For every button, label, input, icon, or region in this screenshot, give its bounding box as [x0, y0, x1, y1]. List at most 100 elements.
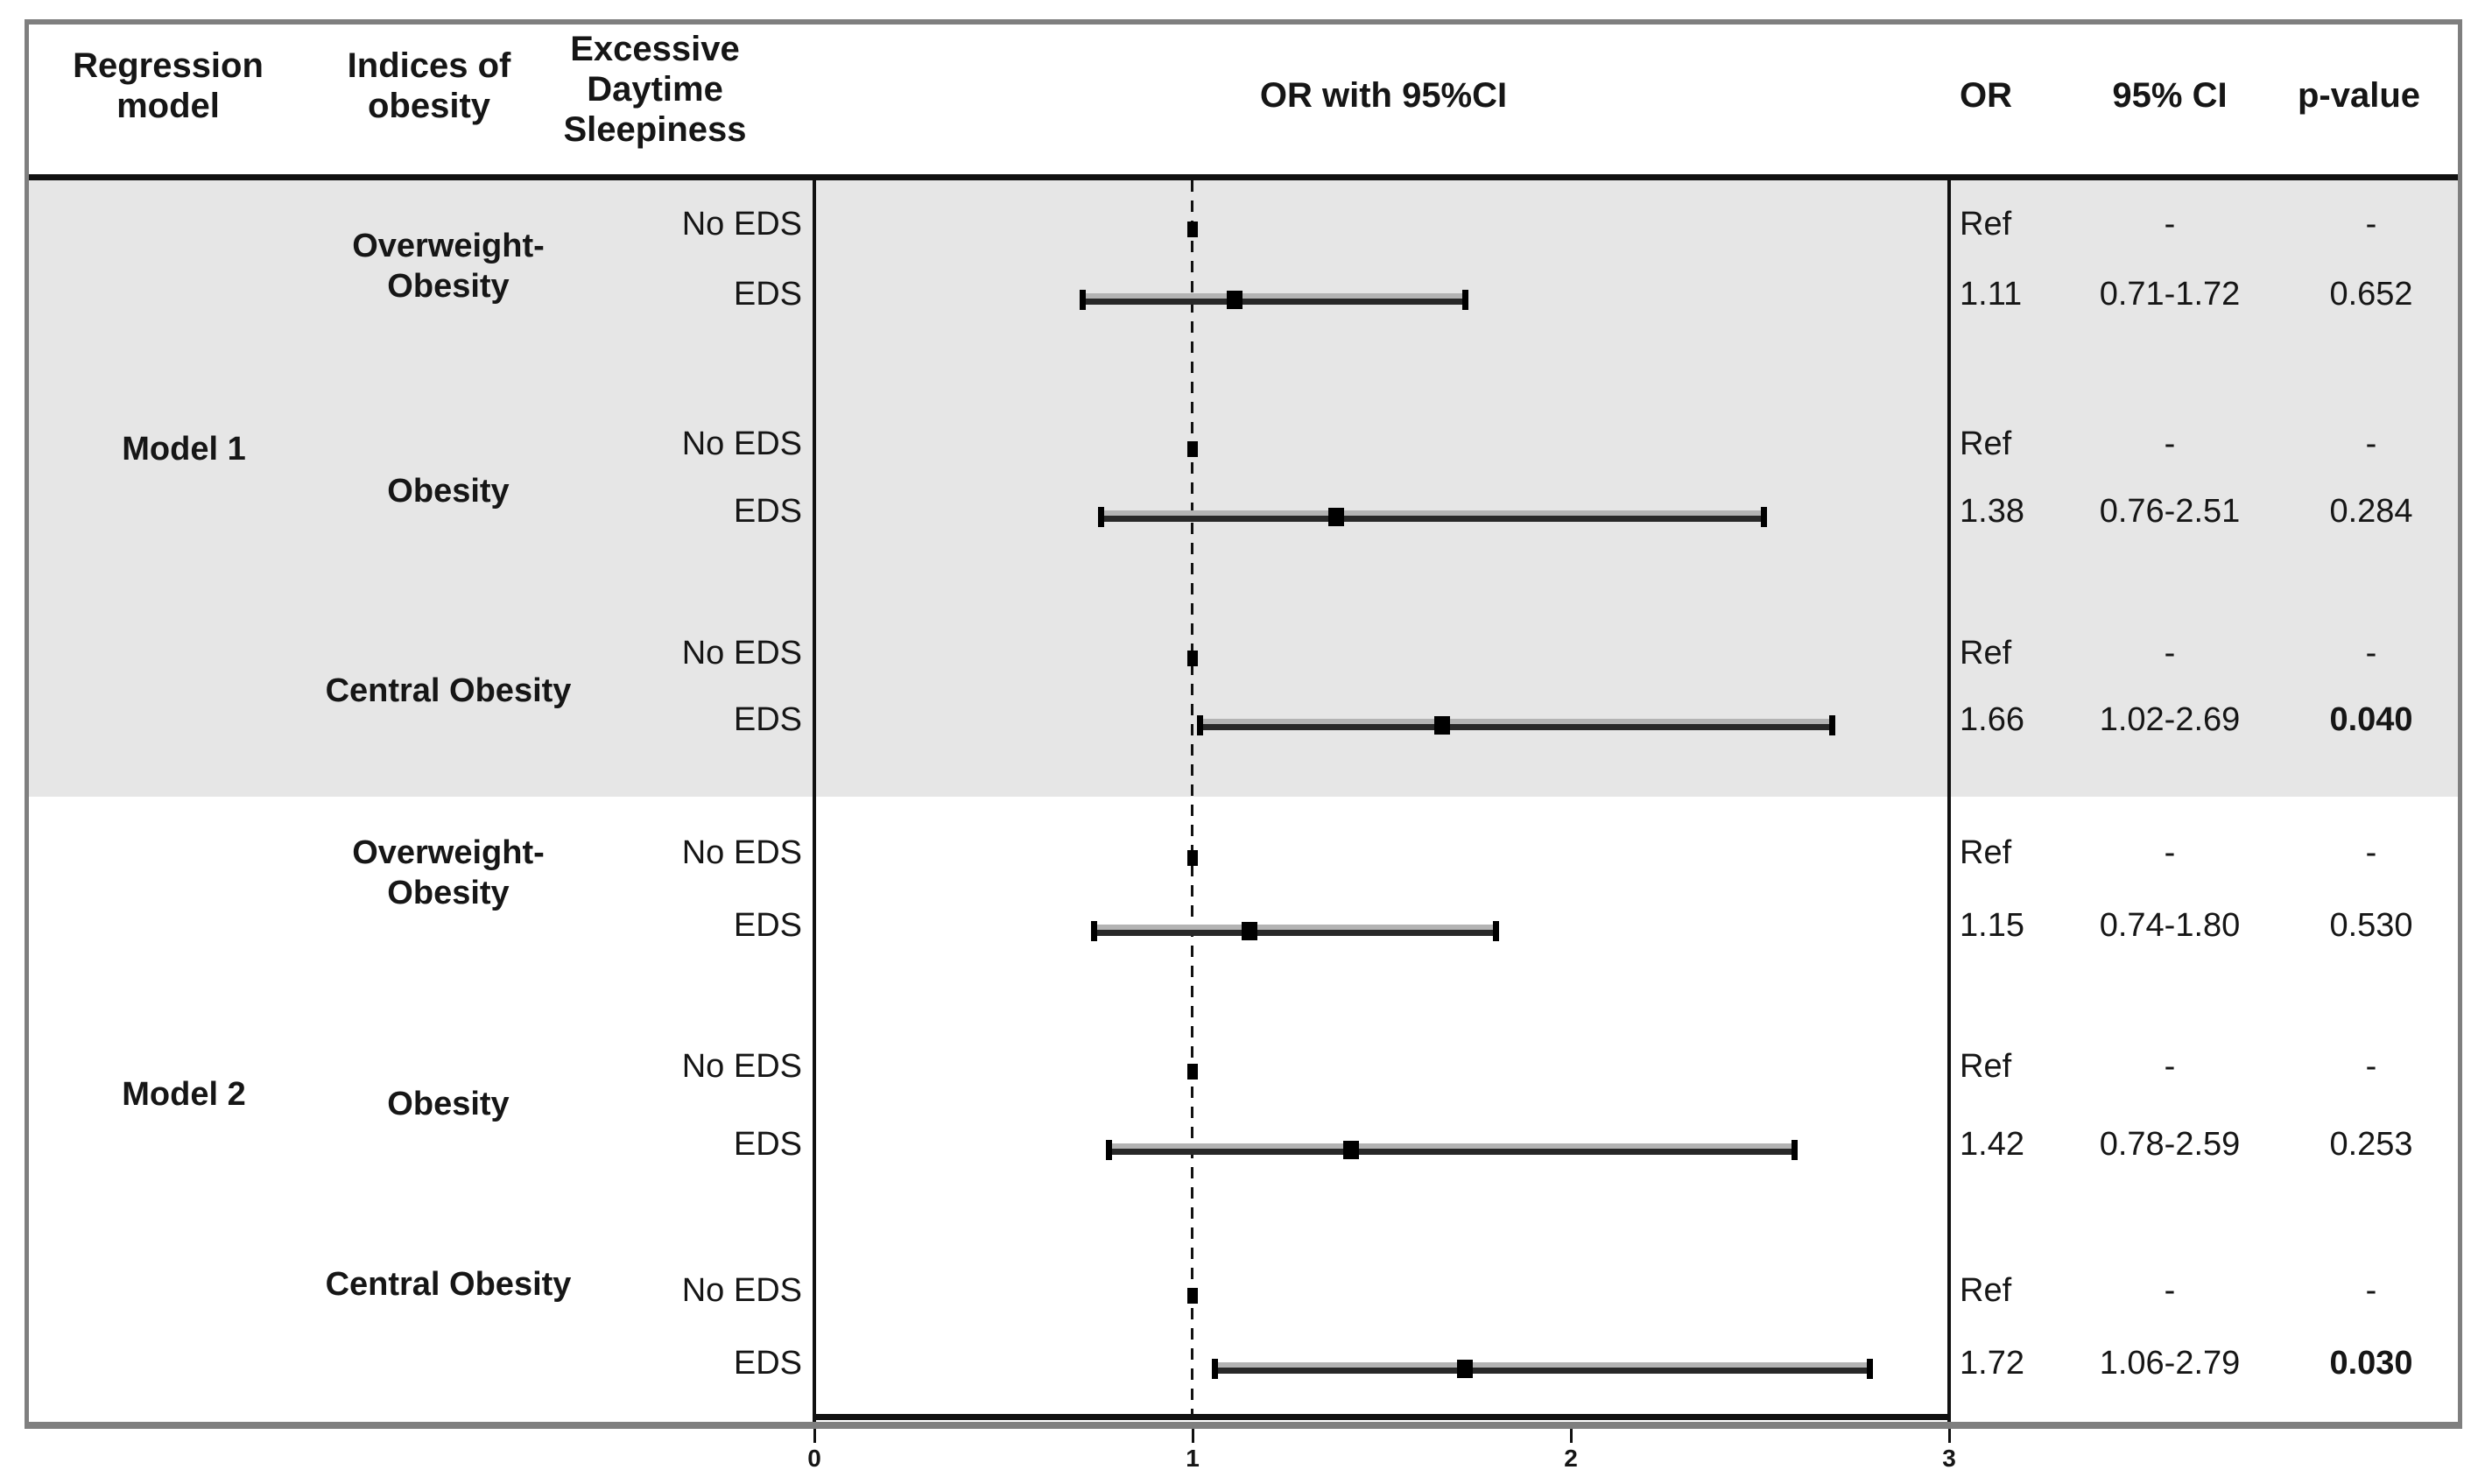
header-regression-model: Regression model	[37, 46, 299, 126]
obesity-group-label: Obesity	[387, 268, 510, 305]
header-or: OR	[1960, 76, 2012, 115]
figure-border-bottom	[25, 1422, 2462, 1429]
eds-row-label: No EDS	[681, 1048, 802, 1085]
ci-cap-right	[1791, 1140, 1798, 1160]
stat-ci-value: -	[2164, 1048, 2176, 1085]
header-or-with-ci: OR with 95%CI	[1259, 76, 1508, 115]
eds-row-label: No EDS	[681, 1272, 802, 1309]
or-point-marker	[1328, 508, 1345, 526]
model1-shaded-band	[29, 180, 2458, 797]
ci-cap-left	[1079, 290, 1086, 310]
eds-row-label: EDS	[733, 1345, 802, 1382]
stat-or-value: Ref	[1960, 206, 2012, 243]
header-indices-line1: Indices of	[347, 46, 511, 85]
plot-right-divider	[1947, 180, 1951, 1422]
figure-border-right	[2458, 19, 2462, 1429]
x-axis-tick-label: 1	[1186, 1445, 1200, 1472]
x-axis-tick-label: 2	[1564, 1445, 1578, 1472]
or-point-marker	[1457, 1360, 1474, 1378]
stat-p-value: -	[2365, 1272, 2377, 1309]
or-point-marker	[1226, 291, 1242, 309]
stat-p-value: -	[2365, 635, 2377, 672]
x-axis-tick	[1192, 1429, 1194, 1443]
stat-ci-value: -	[2164, 1272, 2176, 1309]
header-indices-of-obesity: Indices of obesity	[298, 46, 560, 126]
stat-ci-value: 0.71-1.72	[2099, 276, 2241, 313]
ci-bar-dark	[1214, 1368, 1870, 1374]
stat-p-value: -	[2365, 426, 2377, 462]
eds-row-label: EDS	[733, 701, 802, 738]
obesity-group-label: Obesity	[387, 473, 510, 510]
stat-ci-value: 1.02-2.69	[2099, 701, 2241, 738]
header-regression-model-line2: model	[116, 87, 220, 125]
or-point-marker	[1241, 922, 1257, 940]
figure-border-top	[25, 19, 2462, 25]
ci-cap-left	[1196, 715, 1203, 735]
ci-bar-dark	[1094, 930, 1496, 936]
stat-or-value: Ref	[1960, 834, 2012, 871]
obesity-group-label: Central Obesity	[325, 1266, 572, 1303]
model-label: Model 1	[122, 431, 246, 468]
model-label: Model 2	[122, 1076, 246, 1113]
stat-ci-value: 1.06-2.79	[2099, 1345, 2241, 1382]
x-axis-line	[814, 1414, 1951, 1420]
x-axis-tick	[1948, 1429, 1951, 1443]
ci-cap-right	[1867, 1359, 1874, 1379]
ci-bar-dark	[1109, 1149, 1794, 1155]
header-eds-line2: Daytime	[587, 70, 723, 109]
ci-cap-left	[1211, 1359, 1218, 1379]
reference-point-marker	[1187, 441, 1198, 457]
stat-p-value: 0.030	[2329, 1345, 2413, 1382]
obesity-group-label: Overweight-	[352, 228, 545, 264]
obesity-group-label: Obesity	[387, 875, 510, 911]
stat-p-value: 0.284	[2329, 493, 2413, 530]
or-point-marker	[1343, 1141, 1360, 1159]
ci-cap-right	[1462, 290, 1469, 310]
stat-or-value: 1.38	[1960, 493, 2024, 530]
ci-cap-left	[1098, 507, 1105, 527]
ci-cap-left	[1090, 921, 1097, 941]
ci-cap-left	[1105, 1140, 1112, 1160]
stat-ci-value: -	[2164, 206, 2176, 243]
stat-ci-value: 0.74-1.80	[2099, 907, 2241, 944]
ci-cap-right	[1829, 715, 1836, 735]
header-p-value: p-value	[2297, 76, 2421, 115]
x-axis-tick	[813, 1429, 816, 1443]
stat-ci-value: 0.78-2.59	[2099, 1126, 2241, 1163]
stat-or-value: 1.66	[1960, 701, 2024, 738]
ci-cap-right	[1761, 507, 1768, 527]
obesity-group-label: Obesity	[387, 1086, 510, 1122]
x-axis-tick-label: 3	[1942, 1445, 1956, 1472]
or-point-marker	[1434, 716, 1451, 735]
eds-row-label: EDS	[733, 493, 802, 530]
header-regression-model-line1: Regression	[73, 46, 264, 85]
stat-p-value: 0.040	[2329, 701, 2413, 738]
reference-line-dashed	[1191, 180, 1193, 1417]
ci-bar-dark	[1082, 299, 1466, 305]
ci-cap-right	[1492, 921, 1499, 941]
obesity-group-label: Central Obesity	[325, 672, 572, 709]
stat-ci-value: -	[2164, 426, 2176, 462]
plot-left-divider	[813, 180, 816, 1422]
stat-p-value: -	[2365, 1048, 2377, 1085]
header-eds: Excessive Daytime Sleepiness	[524, 29, 786, 150]
stat-or-value: 1.15	[1960, 907, 2024, 944]
eds-row-label: EDS	[733, 907, 802, 944]
reference-point-marker	[1187, 850, 1198, 866]
obesity-group-label: Overweight-	[352, 834, 545, 871]
header-indices-line2: obesity	[367, 87, 491, 125]
x-axis-tick	[1570, 1429, 1573, 1443]
eds-row-label: EDS	[733, 276, 802, 313]
stat-p-value: -	[2365, 834, 2377, 871]
reference-point-marker	[1187, 651, 1198, 666]
stat-or-value: Ref	[1960, 426, 2012, 462]
stat-p-value: 0.652	[2329, 276, 2413, 313]
ci-bar-dark	[1102, 516, 1764, 522]
header-eds-line1: Excessive	[570, 30, 740, 68]
x-axis-tick-label: 0	[807, 1445, 821, 1472]
eds-row-label: EDS	[733, 1126, 802, 1163]
header-ci-95: 95% CI	[2112, 76, 2228, 115]
stat-p-value: -	[2365, 206, 2377, 243]
stat-or-value: 1.42	[1960, 1126, 2024, 1163]
